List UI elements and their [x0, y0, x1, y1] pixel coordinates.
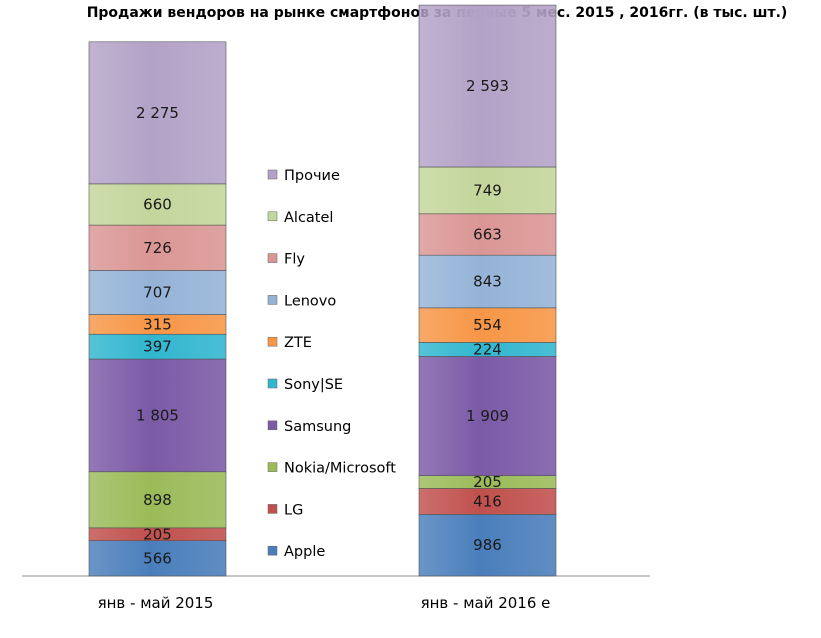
- legend-label-samsung: Samsung: [284, 419, 351, 435]
- legend: Прочие Alcatel Fly Lenovo ZTE Sony|SE Samsung N…: [267, 168, 396, 560]
- legend-label-nokia-microsoft: Nokia/Microsoft: [284, 461, 396, 477]
- data-label-fly-1: 726: [143, 239, 172, 257]
- legend-label-lg: LG: [284, 502, 303, 518]
- data-label-sony-se-1: 397: [143, 338, 172, 356]
- legend-label-zte: ZTE: [284, 335, 312, 351]
- bar-fly-2: [418, 213, 557, 256]
- bar-alcatel-2: [418, 166, 557, 215]
- bar-apple-2: [418, 514, 557, 577]
- legend-swatch-nokia-microsoft: [267, 462, 278, 472]
- legend-label-apple: Apple: [284, 544, 325, 560]
- bar-alcatel-1: [88, 183, 227, 226]
- legend-label-lenovo: Lenovo: [284, 293, 336, 309]
- legend-swatch-lg: [267, 504, 278, 514]
- data-label-lg-2: 416: [473, 492, 502, 510]
- bar-sony-se-1: [88, 333, 227, 360]
- data-label-apple-2: 986: [473, 536, 502, 554]
- data-label-other-2: 2 593: [466, 77, 509, 95]
- bar-lg-2: [418, 488, 557, 515]
- data-label-apple-1: 566: [143, 549, 172, 567]
- bar-nokia-microsoft-1: [88, 471, 227, 529]
- legend-label-other: Прочие: [284, 168, 340, 184]
- data-label-lg-1: 205: [143, 525, 172, 543]
- bar-other-2: [418, 4, 557, 168]
- bar-samsung-1: [88, 358, 227, 473]
- data-label-samsung-1: 1 805: [136, 406, 179, 424]
- legend-label-alcatel: Alcatel: [284, 210, 333, 226]
- bars-group: 566 205 898 1 805 397 315 707 726 660 2 275 986 416…: [88, 4, 557, 577]
- legend-swatch-lenovo: [267, 295, 278, 305]
- category-label-2: янв - май 2016 е: [421, 594, 551, 612]
- legend-swatch-alcatel: [267, 211, 278, 222]
- legend-swatch-zte: [267, 336, 278, 347]
- bar-other-1: [88, 41, 227, 185]
- data-label-sony-se-2: 224: [473, 340, 502, 358]
- data-label-nokia-microsoft-1: 898: [143, 491, 172, 509]
- bar-zte-2: [418, 307, 557, 343]
- legend-label-sony-se: Sony|SE: [284, 377, 343, 393]
- bar-apple-1: [88, 540, 227, 577]
- data-label-zte-2: 554: [473, 316, 502, 334]
- data-label-zte-1: 315: [143, 315, 172, 333]
- legend-swatch-apple: [267, 545, 278, 556]
- data-label-samsung-2: 1 909: [466, 407, 509, 425]
- data-label-fly-2: 663: [473, 225, 502, 243]
- bar-fly-1: [88, 224, 227, 271]
- legend-swatch-sony-se: [267, 378, 278, 389]
- legend-swatch-other: [267, 169, 278, 180]
- bar-lenovo-1: [88, 270, 227, 315]
- bar-lenovo-2: [418, 254, 557, 309]
- data-label-alcatel-1: 660: [143, 195, 172, 213]
- category-label-1: янв - май 2015: [98, 594, 214, 612]
- legend-swatch-fly: [267, 253, 278, 263]
- legend-label-fly: Fly: [284, 252, 305, 268]
- data-label-alcatel-2: 749: [473, 181, 502, 199]
- legend-swatch-samsung: [267, 420, 278, 431]
- data-label-lenovo-1: 707: [143, 284, 172, 302]
- bar-samsung-2: [418, 356, 557, 476]
- data-label-lenovo-2: 843: [473, 273, 502, 291]
- data-label-nokia-microsoft-2: 205: [473, 473, 502, 491]
- data-label-other-1: 2 275: [136, 104, 179, 122]
- category-labels: янв - май 2015 янв - май 2016 е: [98, 594, 551, 612]
